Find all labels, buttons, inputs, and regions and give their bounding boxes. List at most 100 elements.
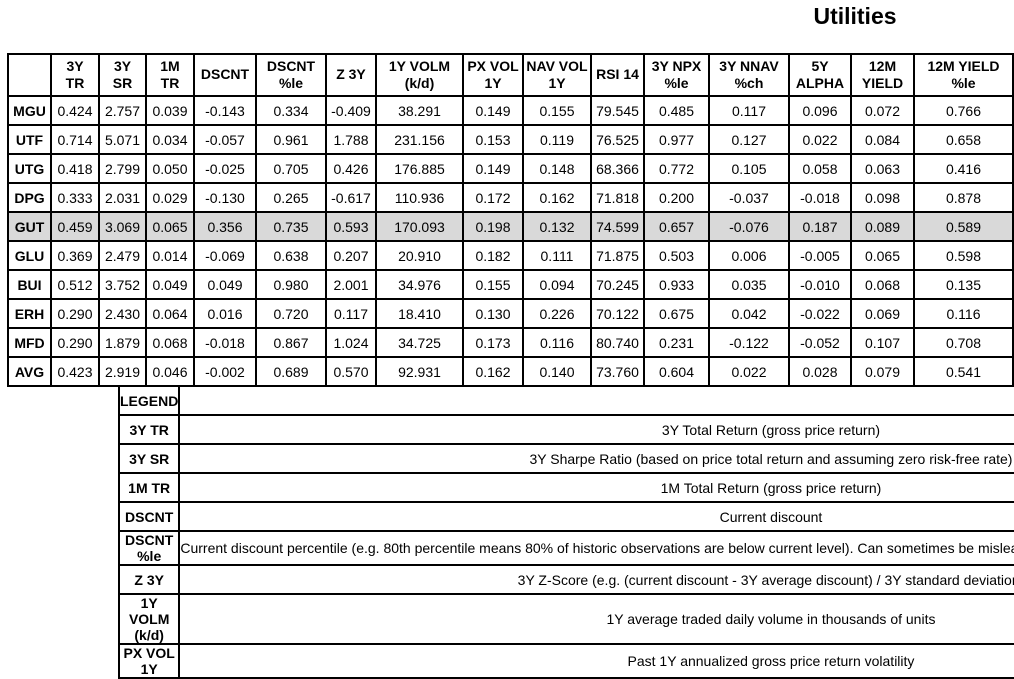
value-cell: 176.885 (375, 153, 464, 184)
value-cell: 0.714 (50, 124, 100, 155)
ticker-cell: AVG (7, 356, 52, 387)
value-cell: 70.245 (590, 269, 645, 300)
value-cell: -0.018 (788, 182, 852, 213)
legend-description: Current discount percentile (e.g. 80th p… (178, 530, 1014, 566)
table-row: GUT 0.459 3.069 0.065 0.356 0.735 0.593 170.093… (7, 211, 1014, 242)
legend-label: 1M TR (117, 472, 181, 503)
value-cell: 0.046 (145, 356, 195, 387)
value-cell: 0.485 (643, 95, 710, 126)
value-cell: 0.226 (522, 298, 592, 329)
value-cell: 0.117 (325, 298, 377, 329)
value-cell: 0.333 (50, 182, 100, 213)
value-cell: 0.675 (643, 298, 710, 329)
column-header: 3Y NNAV %ch (708, 53, 790, 97)
table-row: AVG 0.423 2.919 0.046 -0.002 0.689 0.570 92.931… (7, 356, 1014, 387)
value-cell: 0.231 (643, 327, 710, 358)
value-cell: 79.545 (590, 95, 645, 126)
value-cell: 0.064 (145, 298, 195, 329)
ticker-cell: GUT (7, 211, 52, 242)
value-cell: 0.034 (145, 124, 195, 155)
value-cell: 38.291 (375, 95, 464, 126)
value-cell: 2.031 (98, 182, 147, 213)
value-cell: -0.005 (788, 240, 852, 271)
legend-section: LEGEND 3Y TR 3Y Total Return (gross price … (117, 385, 1014, 679)
value-cell: 0.198 (462, 211, 524, 242)
value-cell: 0.149 (462, 95, 524, 126)
value-cell: 2.799 (98, 153, 147, 184)
value-cell: -0.022 (788, 298, 852, 329)
value-cell: -0.617 (325, 182, 377, 213)
value-cell: -0.037 (708, 182, 790, 213)
value-cell: 5.071 (98, 124, 147, 155)
legend-description: 3Y Z-Score (e.g. (current discount - 3Y … (178, 564, 1014, 595)
ticker-cell: GLU (7, 240, 52, 271)
value-cell: 0.107 (850, 327, 915, 358)
value-cell: 0.290 (50, 327, 100, 358)
value-cell: 0.069 (850, 298, 915, 329)
value-cell: 0.598 (913, 240, 1014, 271)
value-cell: 0.063 (850, 153, 915, 184)
value-cell: 0.111 (522, 240, 592, 271)
ticker-cell: UTG (7, 153, 52, 184)
value-cell: 0.977 (643, 124, 710, 155)
value-cell: 0.155 (522, 95, 592, 126)
value-cell: 0.503 (643, 240, 710, 271)
value-cell: -0.057 (193, 124, 257, 155)
legend-label: DSCNT %le (117, 530, 181, 566)
value-cell: 0.028 (788, 356, 852, 387)
column-header: 3Y NPX %le (643, 53, 710, 97)
column-header: DSCNT %le (255, 53, 327, 97)
value-cell: 73.760 (590, 356, 645, 387)
value-cell: 0.068 (145, 327, 195, 358)
value-cell: 0.172 (462, 182, 524, 213)
value-cell: 2.919 (98, 356, 147, 387)
column-header: RSI 14 (590, 53, 645, 97)
value-cell: 0.369 (50, 240, 100, 271)
ticker-cell: MGU (7, 95, 52, 126)
value-cell: 92.931 (375, 356, 464, 387)
table-row: UTF 0.714 5.071 0.034 -0.057 0.961 1.788 231.15… (7, 124, 1014, 155)
value-cell: 0.424 (50, 95, 100, 126)
value-cell: 0.658 (913, 124, 1014, 155)
column-header: Z 3Y (325, 53, 377, 97)
value-cell: 0.148 (522, 153, 592, 184)
value-cell: 0.200 (643, 182, 710, 213)
value-cell: 0.155 (462, 269, 524, 300)
value-cell: 2.430 (98, 298, 147, 329)
value-cell: 0.512 (50, 269, 100, 300)
legend-table: LEGEND 3Y TR 3Y Total Return (gross price … (117, 385, 1014, 679)
value-cell: 0.042 (708, 298, 790, 329)
value-cell: 0.570 (325, 356, 377, 387)
value-cell: 0.072 (850, 95, 915, 126)
legend-header: LEGEND (117, 385, 181, 416)
column-header (7, 53, 52, 97)
value-cell: 0.418 (50, 153, 100, 184)
value-cell: 110.936 (375, 182, 464, 213)
legend-label: 1Y VOLM (k/d) (117, 593, 181, 645)
column-header: 12M YIELD (850, 53, 915, 97)
page-title: Utilities (813, 3, 897, 29)
value-cell: 0.426 (325, 153, 377, 184)
value-cell: 0.604 (643, 356, 710, 387)
value-cell: 0.334 (255, 95, 327, 126)
value-cell: -0.122 (708, 327, 790, 358)
legend-row: PX VOL 1Y Past 1Y annualized gross price … (117, 643, 1014, 679)
value-cell: 0.049 (145, 269, 195, 300)
value-cell: 0.207 (325, 240, 377, 271)
legend-row: DSCNT %le Current discount percentile (e.… (117, 530, 1014, 566)
screener-table: 3Y TR 3Y SR 1M TR DSCNT DSCNT %le Z 3Y 1Y VOLM… (7, 53, 1014, 387)
value-cell: 0.016 (193, 298, 257, 329)
value-cell: 0.933 (643, 269, 710, 300)
value-cell: 76.525 (590, 124, 645, 155)
value-cell: 0.050 (145, 153, 195, 184)
value-cell: -0.130 (193, 182, 257, 213)
legend-description: 1Y average traded daily volume in thousa… (178, 593, 1014, 645)
value-cell: 0.735 (255, 211, 327, 242)
value-cell: 0.116 (522, 327, 592, 358)
value-cell: 0.117 (708, 95, 790, 126)
value-cell: 0.657 (643, 211, 710, 242)
value-cell: 0.094 (522, 269, 592, 300)
utilities-screener-section: 3Y TR 3Y SR 1M TR DSCNT DSCNT %le Z 3Y 1Y VOLM… (7, 53, 1014, 387)
table-row: UTG 0.418 2.799 0.050 -0.025 0.705 0.426 176.88… (7, 153, 1014, 184)
column-header: 12M YIELD %le (913, 53, 1014, 97)
